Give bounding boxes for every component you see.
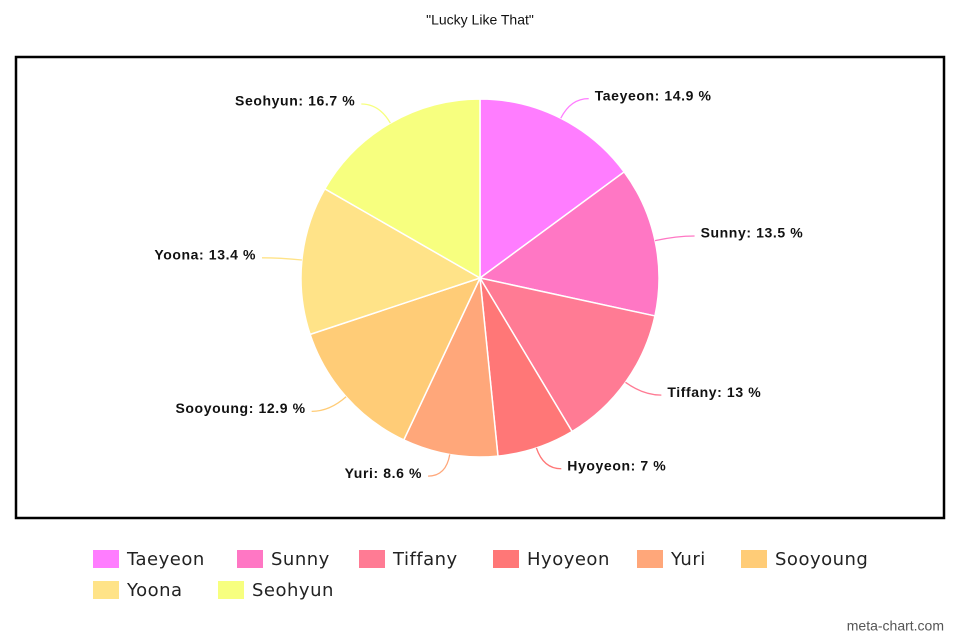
legend-label: Tiffany xyxy=(392,549,458,570)
leader-line xyxy=(361,103,391,124)
pie-slice xyxy=(478,276,656,433)
data-label: Yuri: 8.6 % xyxy=(345,465,422,481)
legend-swatch xyxy=(93,550,119,568)
watermark: meta-chart.com xyxy=(847,618,944,634)
data-label: Taeyeon: 14.9 % xyxy=(595,87,712,103)
leader-line xyxy=(535,447,562,470)
legend-label: Sooyoung xyxy=(775,549,868,570)
legend-swatch xyxy=(493,550,519,568)
data-label: Sunny: 13.5 % xyxy=(701,225,804,241)
data-label: Seohyun: 16.7 % xyxy=(235,93,355,109)
pie-slice xyxy=(479,98,626,280)
leader-line xyxy=(625,381,662,396)
pie-slice xyxy=(402,275,499,458)
data-label: Yoona: 13.4 % xyxy=(154,247,256,263)
leader-line xyxy=(262,257,302,261)
legend-swatch xyxy=(218,581,244,599)
leader-line xyxy=(311,396,347,413)
leader-line xyxy=(560,97,589,119)
chart-title: "Lucky Like That" xyxy=(426,12,534,28)
legend-swatch xyxy=(637,550,663,568)
leader-line xyxy=(428,454,451,477)
data-label: Hyoyeon: 7 % xyxy=(567,457,666,473)
data-label: Tiffany: 13 % xyxy=(667,384,761,400)
legend-label: Yoona xyxy=(126,580,183,601)
legend-swatch xyxy=(359,550,385,568)
legend-label: Yuri xyxy=(670,549,706,570)
legend-label: Seohyun xyxy=(252,580,334,601)
data-label: Sooyoung: 12.9 % xyxy=(175,400,305,416)
legend-swatch xyxy=(93,581,119,599)
legend-label: Taeyeon xyxy=(126,549,205,570)
legend-swatch xyxy=(237,550,263,568)
pie-slice xyxy=(323,98,481,280)
legend-label: Hyoyeon xyxy=(527,549,610,570)
legend-label: Sunny xyxy=(271,549,330,570)
legend-swatch xyxy=(741,550,767,568)
leader-line xyxy=(654,235,695,242)
pie-slice xyxy=(478,170,660,317)
